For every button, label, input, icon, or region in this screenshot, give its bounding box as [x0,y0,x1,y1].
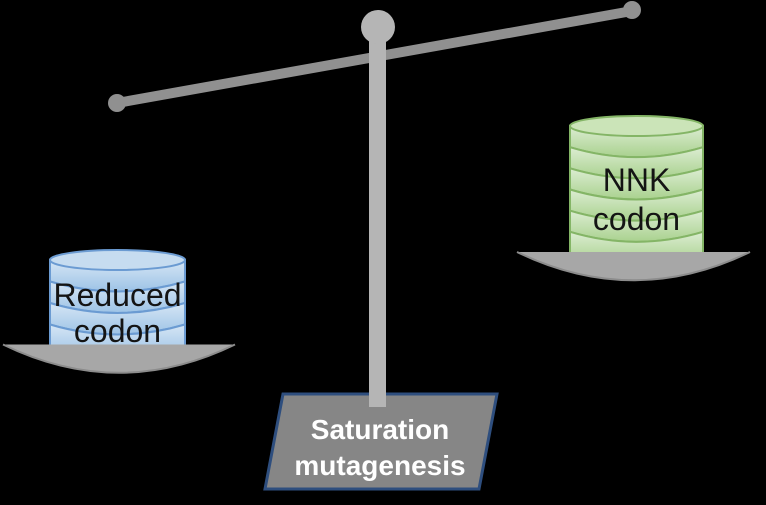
base-label-line2: mutagenesis [294,450,466,481]
beam-left-knob [108,94,126,112]
left-weight-label-line1: Reduced [53,277,182,313]
right-weight-label: NNK codon [570,161,703,239]
pivot-ball [361,10,395,44]
base-label-line1: Saturation [310,414,450,445]
right-pan [516,251,751,282]
left-pan [2,343,236,374]
cylinder-top [569,115,704,137]
left-weight-label-line2: codon [73,313,162,349]
beam-right-knob [623,1,641,19]
base-label: Saturation mutagenesis [263,412,497,484]
base-parallelogram [263,392,499,491]
left-weight-cylinder [49,249,186,357]
right-weight-label-line1: NNK [602,162,671,198]
post [369,24,386,407]
right-weight-label-line2: codon [592,201,681,237]
left-weight-label: Reduced codon [50,277,185,349]
left-pan-edge [2,343,236,374]
cylinder-top [49,249,186,271]
right-pan-edge [516,251,751,282]
